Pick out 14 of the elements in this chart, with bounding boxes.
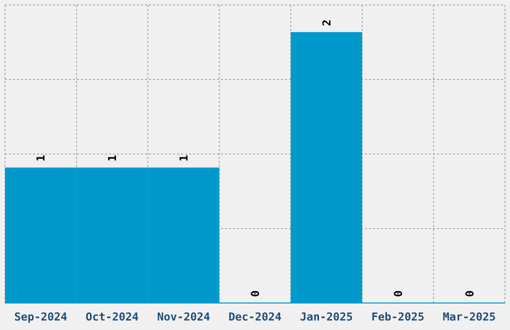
x-tick-label: Oct-2024 xyxy=(86,310,140,324)
x-tick-label: Dec-2024 xyxy=(228,310,282,324)
data-label: 1 xyxy=(106,154,120,162)
data-label: 0 xyxy=(249,290,262,297)
x-tick-label: Sep-2024 xyxy=(14,310,68,324)
x-tick-label: Mar-2025 xyxy=(442,310,496,324)
data-label: 0 xyxy=(463,290,476,297)
data-label: 1 xyxy=(178,154,191,162)
data-label: 1 xyxy=(34,154,48,162)
data-label: 2 xyxy=(320,19,334,26)
x-tick-label: Jan-2025 xyxy=(300,310,353,324)
data-label: 0 xyxy=(392,290,405,297)
x-tick-label: Feb-2025 xyxy=(371,310,424,324)
x-tick-label: Nov-2024 xyxy=(157,310,210,324)
